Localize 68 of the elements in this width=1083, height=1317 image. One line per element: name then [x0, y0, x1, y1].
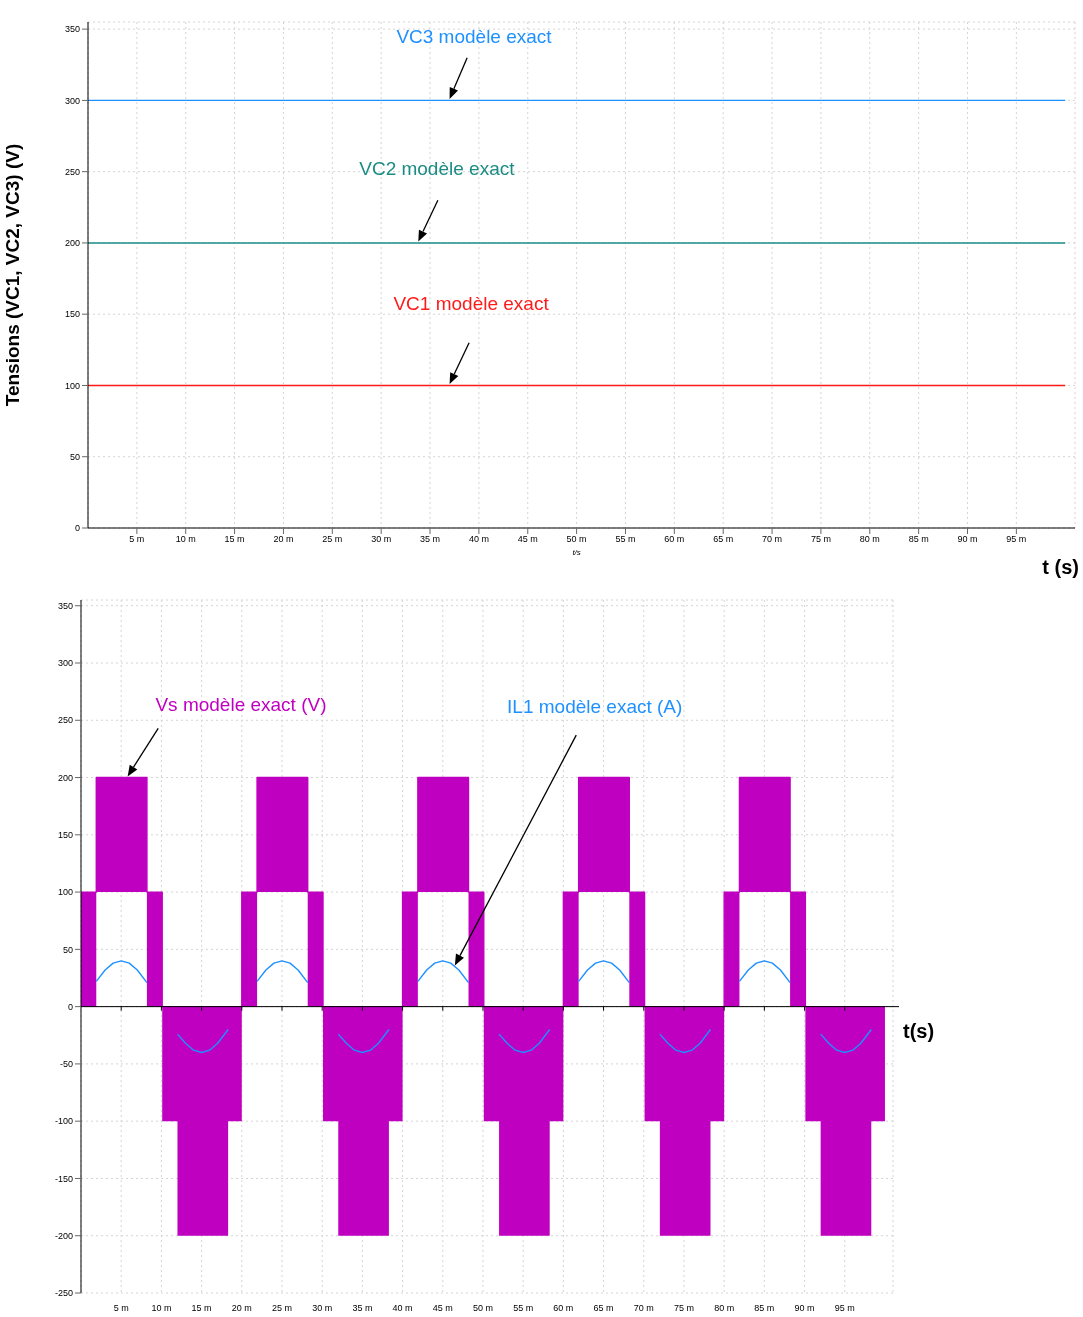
y-tick-label: -100	[54, 1116, 73, 1127]
x-tick-label: 45 m	[432, 1303, 453, 1313]
x-tick-label: 50 m	[472, 1303, 493, 1313]
x-tick-label: 20 m	[231, 1303, 252, 1313]
x-tick-label: 60 m	[664, 534, 685, 545]
y-tick-label: 350	[57, 600, 73, 611]
x-tick-label: 45 m	[517, 534, 538, 545]
x-tick-label: 70 m	[762, 534, 783, 545]
x-tick-label: 70 m	[633, 1303, 654, 1313]
text: Vs modèle exact (V)	[155, 694, 327, 716]
text: VC2 modèle exact	[359, 157, 516, 179]
x-tick-label: 25 m	[322, 534, 343, 545]
x-tick-label: 15 m	[191, 1303, 212, 1313]
x-tick-label: 50 m	[566, 534, 587, 545]
x-tick-label: 30 m	[371, 534, 392, 545]
y-tick-label: 250	[57, 715, 73, 726]
x-tick-label: 40 m	[468, 534, 489, 545]
y-tick-label: 100	[64, 380, 80, 391]
y-tick-label: -150	[54, 1173, 73, 1184]
y-tick-label: 100	[57, 887, 73, 898]
y-tick-label: -50	[59, 1059, 73, 1070]
x-tick-label: 40 m	[392, 1303, 413, 1313]
y-tick-label: 0	[67, 1001, 73, 1012]
y-tick-label: 150	[57, 830, 73, 841]
y-tick-label: 50	[69, 451, 80, 462]
text: t/s	[572, 548, 581, 557]
x-tick-label: 25 m	[271, 1303, 292, 1313]
x-tick-label: 90 m	[794, 1303, 815, 1313]
y-tick-label: 50	[62, 944, 73, 955]
text: IL1 modèle exact (A)	[507, 696, 683, 718]
text: VC1 modèle exact	[393, 292, 550, 314]
x-tick-label: 80 m	[714, 1303, 735, 1313]
y-tick-label: 250	[64, 166, 80, 177]
x-tick-label: 15 m	[224, 534, 245, 545]
y-tick-label: 200	[57, 772, 73, 783]
x-tick-label: 65 m	[713, 534, 734, 545]
x-axis-title: t(s)	[903, 1019, 935, 1042]
y-tick-label: 150	[64, 309, 80, 320]
x-tick-label: 30 m	[312, 1303, 333, 1313]
x-axis-title: t (s)	[1042, 556, 1079, 578]
x-tick-label: 65 m	[593, 1303, 614, 1313]
x-tick-label: 85 m	[908, 534, 929, 545]
x-tick-label: 95 m	[834, 1303, 855, 1313]
x-tick-label: 75 m	[673, 1303, 694, 1313]
x-tick-label: 35 m	[420, 534, 441, 545]
y-tick-label: 0	[74, 523, 80, 534]
x-tick-label: 55 m	[615, 534, 636, 545]
y-tick-label: -250	[54, 1288, 73, 1299]
x-tick-label: 85 m	[754, 1303, 775, 1313]
x-tick-label: 80 m	[859, 534, 880, 545]
x-tick-label: 10 m	[175, 534, 196, 545]
y-tick-label: -200	[54, 1230, 73, 1241]
x-tick-label: 75 m	[810, 534, 831, 545]
y-tick-label: 300	[57, 658, 73, 669]
x-tick-label: 20 m	[273, 534, 294, 545]
x-tick-label: 5 m	[129, 534, 145, 545]
y-tick-label: 350	[64, 24, 80, 35]
x-tick-label: 90 m	[957, 534, 978, 545]
y-tick-label: 200	[64, 238, 80, 249]
y-tick-label: 300	[64, 95, 80, 106]
y-axis-title: Tensions (VC1, VC2, VC3) (V)	[1, 143, 23, 407]
x-tick-label: 55 m	[513, 1303, 534, 1313]
x-tick-label: 10 m	[151, 1303, 172, 1313]
x-tick-label: 60 m	[553, 1303, 574, 1313]
text: VC3 modèle exact	[396, 26, 553, 48]
x-tick-label: 95 m	[1006, 534, 1027, 545]
x-tick-label: 5 m	[113, 1303, 129, 1313]
x-tick-label: 35 m	[352, 1303, 373, 1313]
